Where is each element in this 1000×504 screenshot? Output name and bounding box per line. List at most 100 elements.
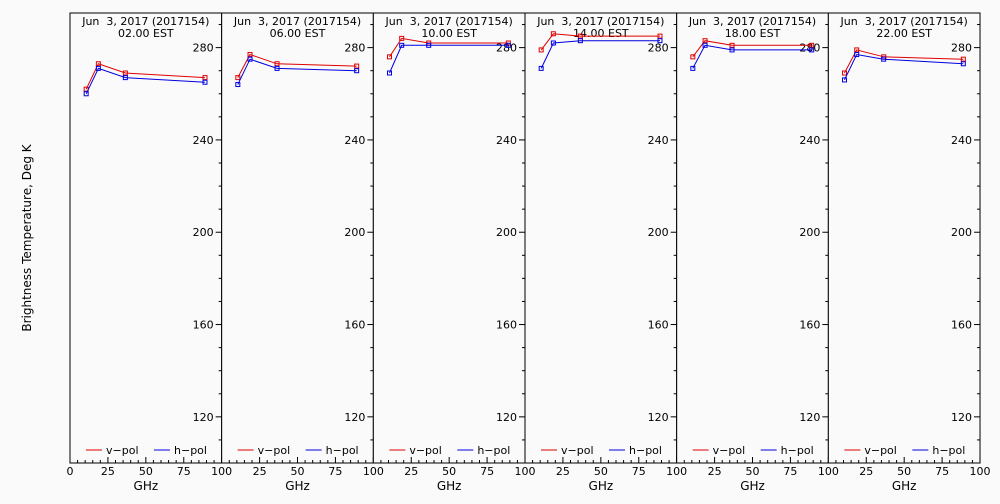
vpol-legend-label: v−pol [864,444,897,457]
hpol-point [247,56,253,62]
hpol-line [692,44,812,69]
vpol-legend-label: v−pol [258,444,291,457]
x-tick-label: 75 [935,465,949,478]
vpol-line [237,53,357,78]
vpol-point [202,75,208,81]
y-tick-label: 120 [648,411,669,424]
y-tick-label: 240 [193,134,214,147]
hpol-point [399,42,405,48]
x-tick-label: 100 [515,465,536,478]
x-tick-label: 75 [480,465,494,478]
panel-subtitle: 18.00 EST [725,27,781,40]
hpol-legend-label: h−pol [932,444,965,457]
hpol-point [505,42,511,48]
y-tick-label: 200 [344,226,365,239]
x-tick-label: 25 [253,465,267,478]
x-tick-label: 75 [632,465,646,478]
vpol-legend-label: v−pol [409,444,442,457]
x-tick-label: 50 [897,465,911,478]
y-tick-label: 200 [648,226,669,239]
x-tick-label: 50 [594,465,608,478]
hpol-line [85,67,206,95]
x-tick-label: 100 [818,465,839,478]
hpol-line [540,40,660,69]
panel-frame [372,12,526,464]
hpol-point [202,79,208,85]
vpol-point [809,42,815,48]
vpol-point [235,75,241,81]
vpol-point [122,70,128,76]
y-tick-label: 120 [951,411,972,424]
y-tick-label: 160 [193,319,214,332]
x-axis-label: GHz [285,479,310,493]
y-tick-label: 120 [193,411,214,424]
x-tick-label: 50 [746,465,760,478]
y-tick-label: 120 [496,411,517,424]
hpol-point [854,52,860,58]
y-tick-label: 160 [648,319,669,332]
panel-title: Jun 3, 2017 (2017154) [536,15,664,28]
hpol-point [729,47,735,53]
panel-frame [827,12,981,464]
x-tick-label: 100 [666,465,687,478]
vpol-line [389,37,509,58]
x-axis-label: GHz [134,479,159,493]
y-tick-label: 200 [496,226,517,239]
hpol-point [95,65,101,71]
panel-subtitle: 10.00 EST [421,27,477,40]
x-tick-label: 50 [291,465,305,478]
y-tick-label: 200 [951,226,972,239]
vpol-point [729,42,735,48]
vpol-point [538,47,544,53]
y-tick-label: 160 [344,319,365,332]
vpol-line [540,33,660,51]
y-tick-label: 160 [496,319,517,332]
x-tick-label: 75 [177,465,191,478]
x-tick-label: 25 [101,465,115,478]
y-tick-label: 120 [799,411,820,424]
panel-subtitle: 06.00 EST [270,27,326,40]
panel-title: Jun 3, 2017 (2017154) [688,15,816,28]
hpol-point [386,70,392,76]
hpol-line [237,58,357,85]
x-tick-label: 75 [783,465,797,478]
y-tick-label: 120 [344,411,365,424]
hpol-point [83,91,89,97]
hpol-point [426,42,432,48]
hpol-point [842,77,848,83]
hpol-legend-label: h−pol [629,444,662,457]
y-tick-label: 240 [496,134,517,147]
vpol-point [702,38,708,44]
panel-title: Jun 3, 2017 (2017154) [233,15,361,28]
y-tick-label: 160 [799,319,820,332]
y-tick-label: 240 [344,134,365,147]
panel-title: Jun 3, 2017 (2017154) [81,15,209,28]
hpol-point [809,47,815,53]
y-tick-label: 280 [951,42,972,55]
hpol-point [702,42,708,48]
x-axis-label: GHz [589,479,614,493]
x-tick-label: 25 [404,465,418,478]
x-axis-label: GHz [740,479,765,493]
x-tick-label: 25 [556,465,570,478]
panel-frame [524,12,678,464]
x-tick-label: 50 [442,465,456,478]
x-axis-label: GHz [437,479,462,493]
x-tick-label: 50 [139,465,153,478]
hpol-legend-label: h−pol [477,444,510,457]
vpol-legend-label: v−pol [561,444,594,457]
vpol-point [550,31,556,37]
panel-subtitle: 02.00 EST [118,27,174,40]
hpol-point [122,75,128,81]
vpol-legend-label: v−pol [713,444,746,457]
vpol-point [960,56,966,62]
vpol-legend-label: v−pol [106,444,139,457]
x-tick-label: 100 [970,465,991,478]
y-tick-label: 240 [951,134,972,147]
y-tick-label: 160 [951,319,972,332]
panel-title: Jun 3, 2017 (2017154) [385,15,513,28]
vpol-point [386,54,392,60]
vpol-point [274,61,280,67]
